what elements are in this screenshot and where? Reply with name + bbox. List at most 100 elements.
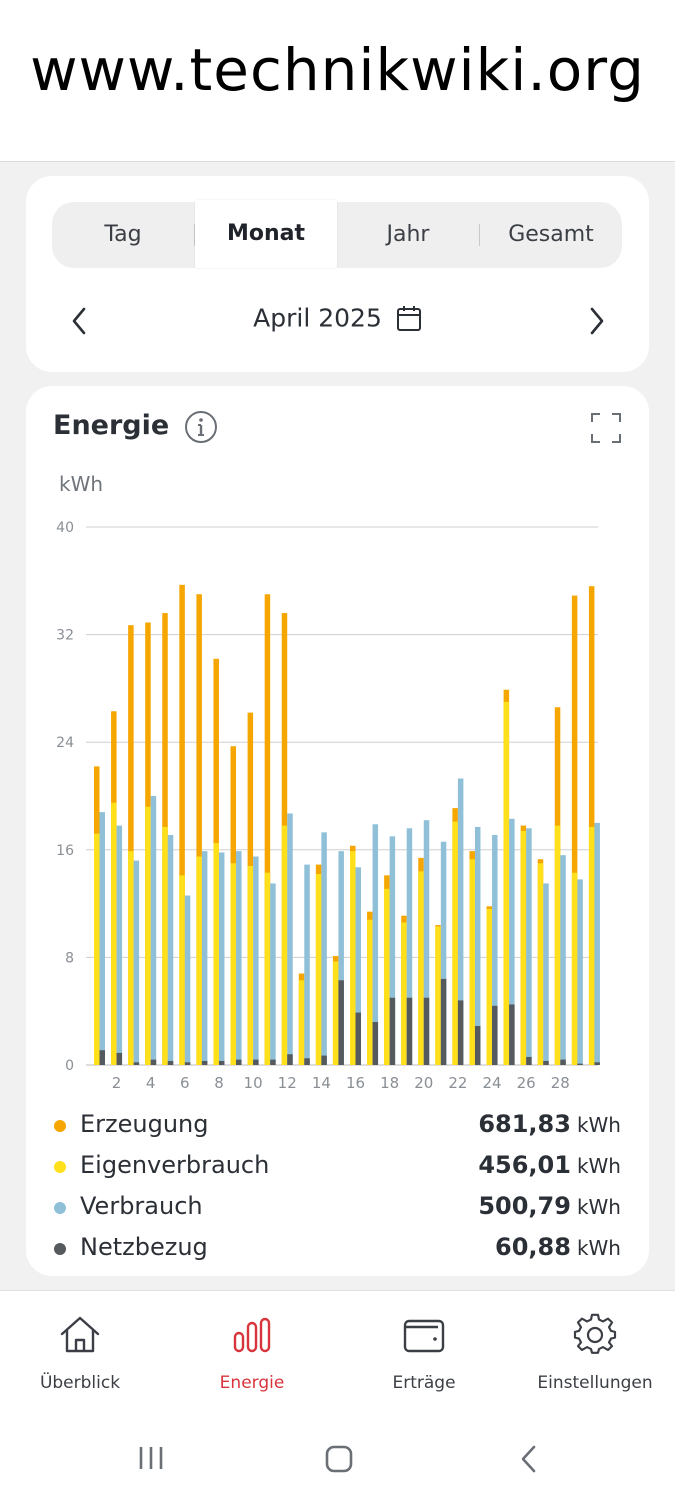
x-tick-label: 16 xyxy=(346,1074,365,1090)
bar-netzbezug xyxy=(560,1059,566,1065)
nav-item-ueberblick[interactable]: Überblick xyxy=(0,1291,165,1413)
tab-tag[interactable]: Tag xyxy=(104,222,142,247)
bar-eigenverbrauch xyxy=(111,802,117,1065)
bar-eigenverbrauch xyxy=(230,863,237,1065)
y-tick-label: 8 xyxy=(65,950,74,966)
legend-item-eigenverbrauch: Eigenverbrauch 456,01 kWh xyxy=(26,1149,649,1185)
chart-unit-label: kWh xyxy=(59,472,104,496)
bar-netzbezug xyxy=(99,1050,105,1065)
nav-label: Überblick xyxy=(39,1373,121,1393)
bar-netzbezug xyxy=(218,1060,225,1065)
bar-netzbezug xyxy=(236,1059,242,1065)
legend-value: 500,79 kWh xyxy=(478,1192,621,1220)
bar-netzbezug xyxy=(577,1063,583,1065)
bar-verbrauch xyxy=(543,883,549,1065)
nav-item-energie[interactable]: Energie xyxy=(167,1291,337,1413)
y-tick-label: 0 xyxy=(65,1058,74,1074)
gear-icon xyxy=(573,1313,617,1354)
bar-erzeugung xyxy=(588,586,595,1065)
home-icon xyxy=(60,1316,100,1353)
bar-verbrauch xyxy=(560,855,566,1065)
legend-item-verbrauch: Verbrauch 500,79 kWh xyxy=(26,1190,649,1226)
bar-eigenverbrauch xyxy=(452,821,458,1065)
legend-dot xyxy=(54,1161,66,1173)
watermark-banner: www.technikwiki.org xyxy=(0,0,675,162)
system-navigation-bar xyxy=(0,1412,675,1500)
bar-erzeugung xyxy=(179,584,185,1065)
x-tick-label: 4 xyxy=(146,1074,156,1090)
bar-netzbezug xyxy=(423,997,430,1065)
bar-eigenverbrauch xyxy=(128,851,134,1065)
bar-netzbezug xyxy=(406,997,413,1065)
period-selector[interactable]: April 2025 xyxy=(26,302,649,333)
nav-item-einstellungen[interactable]: Einstellungen xyxy=(510,1291,675,1413)
bar-netzbezug xyxy=(372,1021,379,1065)
tab-monat[interactable]: Monat xyxy=(195,200,337,268)
bar-netzbezug xyxy=(253,1059,259,1065)
bar-eigenverbrauch xyxy=(350,851,356,1065)
x-tick-label: 2 xyxy=(112,1074,122,1090)
x-tick-label: 20 xyxy=(414,1074,433,1090)
bar-eigenverbrauch xyxy=(332,961,339,1065)
bar-verbrauch xyxy=(577,879,583,1065)
watermark-text: www.technikwiki.org xyxy=(30,36,645,104)
bar-verbrauch xyxy=(594,822,600,1065)
home-button-icon[interactable] xyxy=(324,1444,354,1474)
tab-gesamt[interactable]: Gesamt xyxy=(508,222,594,247)
legend-dot xyxy=(54,1243,66,1255)
expand-icon xyxy=(591,413,621,443)
bar-netzbezug xyxy=(133,1062,140,1065)
bar-verbrauch xyxy=(218,852,225,1065)
bottom-navigation: Überblick Energie Erträge Einstellungen xyxy=(0,1290,675,1412)
next-period-button[interactable] xyxy=(576,296,616,346)
bar-eigenverbrauch xyxy=(94,833,100,1065)
bar-netzbezug xyxy=(287,1054,293,1065)
tab-jahr[interactable]: Jahr xyxy=(386,222,430,247)
bar-verbrauch xyxy=(287,813,293,1065)
tab-divider xyxy=(479,224,480,246)
nav-item-ertraege[interactable]: Erträge xyxy=(339,1291,509,1413)
bar-verbrauch xyxy=(474,826,481,1065)
x-tick-label: 10 xyxy=(244,1074,263,1090)
bar-eigenverbrauch xyxy=(384,888,390,1065)
legend-value: 681,83 kWh xyxy=(478,1110,621,1138)
bar-eigenverbrauch xyxy=(486,908,493,1065)
bar-netzbezug xyxy=(389,997,396,1065)
bar-netzbezug xyxy=(457,1000,464,1065)
previous-period-button[interactable] xyxy=(60,296,100,346)
bar-netzbezug xyxy=(270,1059,276,1065)
bar-eigenverbrauch xyxy=(247,865,254,1065)
legend-item-netzbezug: Netzbezug 60,88 kWh xyxy=(26,1231,649,1267)
legend-name: Eigenverbrauch xyxy=(80,1151,270,1179)
bar-netzbezug xyxy=(321,1055,327,1065)
y-tick-label: 16 xyxy=(56,843,74,859)
bar-eigenverbrauch xyxy=(145,806,151,1065)
bar-netzbezug xyxy=(355,1012,361,1065)
x-tick-label: 8 xyxy=(214,1074,224,1090)
x-tick-label: 26 xyxy=(517,1074,536,1090)
expand-button[interactable] xyxy=(590,412,622,448)
bar-eigenverbrauch xyxy=(435,926,441,1065)
bar-eigenverbrauch xyxy=(537,863,544,1065)
bar-verbrauch xyxy=(150,796,157,1065)
bar-eigenverbrauch xyxy=(571,872,578,1065)
bar-verbrauch xyxy=(492,835,498,1065)
bar-verbrauch xyxy=(338,851,344,1065)
bar-eigenverbrauch xyxy=(162,826,168,1065)
bar-verbrauch xyxy=(167,835,174,1065)
energy-title: Energie xyxy=(53,410,170,441)
bar-eigenverbrauch xyxy=(315,874,322,1065)
y-tick-label: 40 xyxy=(56,520,74,536)
bar-verbrauch xyxy=(355,867,361,1065)
bar-verbrauch xyxy=(406,828,413,1065)
info-button[interactable] xyxy=(184,410,218,448)
bar-verbrauch xyxy=(253,856,259,1065)
y-tick-label: 32 xyxy=(56,628,74,644)
bar-eigenverbrauch xyxy=(588,826,595,1065)
bar-eigenverbrauch xyxy=(520,830,527,1065)
recent-apps-icon[interactable] xyxy=(136,1444,166,1472)
bar-eigenverbrauch xyxy=(213,843,219,1065)
back-icon[interactable] xyxy=(514,1444,544,1474)
bar-eigenverbrauch xyxy=(554,825,561,1065)
